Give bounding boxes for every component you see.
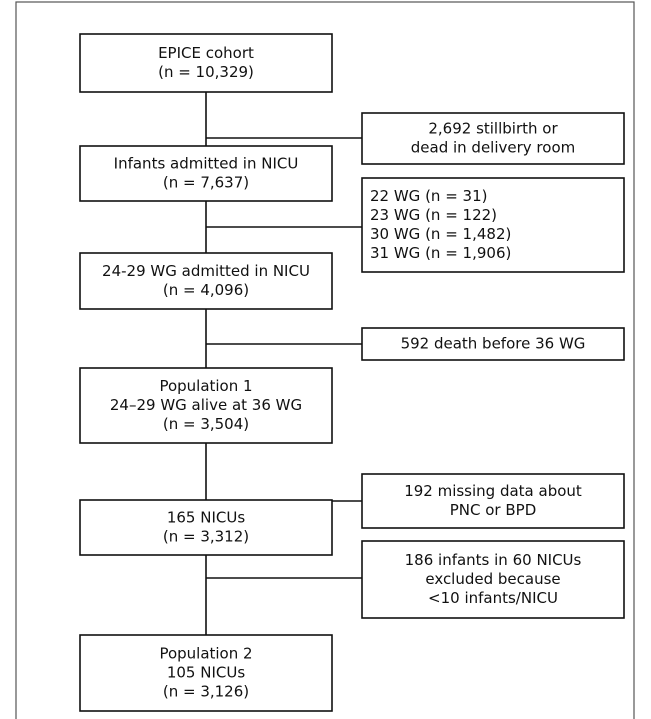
node-text: EPICE cohort (158, 44, 254, 62)
exclusion-text: PNC or BPD (450, 501, 537, 519)
node-text: (n = 7,637) (163, 174, 249, 192)
node-box (79, 145, 333, 202)
node-box (79, 499, 333, 556)
node-text: 24–29 WG alive at 36 WG (110, 396, 302, 414)
node-box (79, 33, 333, 93)
node-text: (n = 3,504) (163, 415, 249, 433)
node-text: Infants admitted in NICU (114, 155, 299, 173)
exclusion-box (361, 177, 625, 273)
exclusion-text: 192 missing data about (404, 482, 582, 500)
node-box (79, 252, 333, 310)
exclusion-text: 23 WG (n = 122) (370, 206, 497, 224)
node-text: Population 2 (159, 645, 252, 663)
exclusion-box (361, 112, 625, 165)
exclusion-text: 2,692 stillbirth or (428, 120, 558, 138)
node-text: (n = 3,312) (163, 528, 249, 546)
exclusion-text: 30 WG (n = 1,482) (370, 225, 511, 243)
node-text: (n = 4,096) (163, 281, 249, 299)
exclusion-text: dead in delivery room (411, 139, 575, 157)
exclusion-box (361, 327, 625, 361)
node-box (79, 367, 333, 444)
exclusion-text: 22 WG (n = 31) (370, 187, 487, 205)
node-text: 165 NICUs (167, 509, 245, 527)
exclusion-text: 186 infants in 60 NICUs (405, 551, 582, 569)
exclusion-box (361, 540, 625, 619)
node-text: 24-29 WG admitted in NICU (102, 262, 310, 280)
exclusion-box (361, 473, 625, 529)
exclusion-text: 592 death before 36 WG (401, 335, 586, 353)
node-text: (n = 3,126) (163, 683, 249, 701)
exclusion-text: 31 WG (n = 1,906) (370, 244, 511, 262)
node-text: (n = 10,329) (158, 63, 254, 81)
exclusion-text: excluded because (425, 570, 560, 588)
node-box (79, 634, 333, 712)
node-text: Population 1 (159, 377, 252, 395)
node-text: 105 NICUs (167, 664, 245, 682)
exclusion-text: <10 infants/NICU (428, 589, 558, 607)
